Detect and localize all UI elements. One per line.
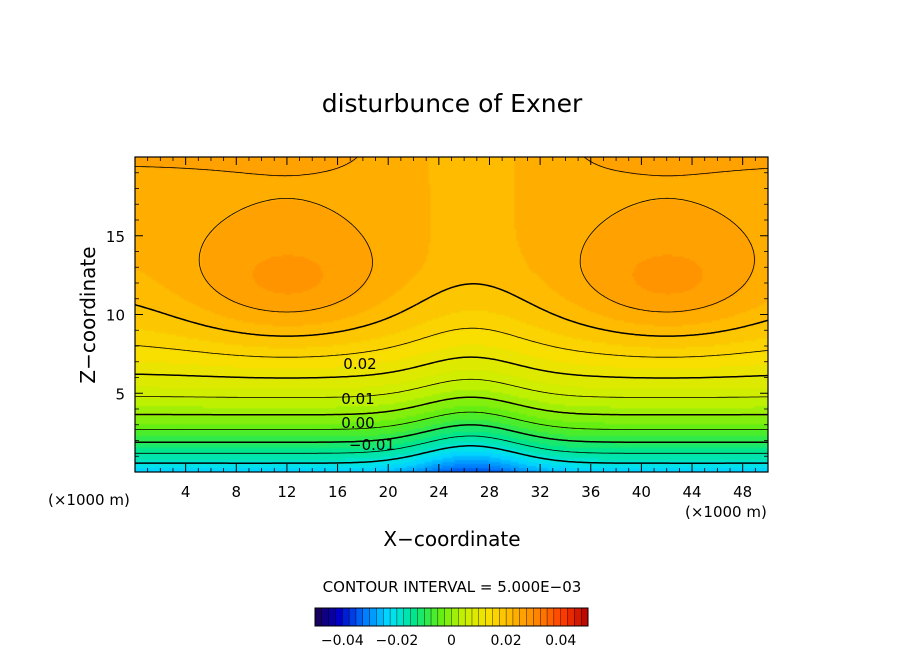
plot-field	[135, 157, 768, 472]
colorbar-cell	[574, 607, 582, 627]
colorbar-tick-label: 0	[447, 633, 456, 649]
colorbar-cell	[410, 607, 418, 627]
contour-line	[135, 435, 768, 454]
contour-label: 0.01	[341, 390, 374, 408]
colorbar-cell	[348, 607, 357, 627]
x-unit-right: (×1000 m)	[685, 503, 767, 521]
colorbar-cell	[492, 607, 500, 627]
colorbar-cell	[519, 607, 528, 627]
x-tick-label: 16	[328, 483, 347, 501]
colorbar-cell	[499, 607, 507, 627]
colorbar-tick-label: −0.04	[321, 633, 364, 649]
colorbar-cell	[553, 607, 562, 627]
contour-line	[135, 378, 768, 398]
contour-interval-text: CONTOUR INTERVAL = 5.000E−03	[323, 578, 582, 596]
colorbar-cell	[430, 607, 439, 627]
x-tick-label: 12	[277, 483, 296, 501]
y-axis-label: Z−coordinate	[76, 246, 100, 383]
heatmap-image	[135, 157, 768, 472]
contour-line	[135, 283, 768, 337]
colorbar-cell	[485, 607, 493, 627]
y-tick-label: 10	[106, 307, 125, 325]
colorbar-cell	[464, 607, 473, 627]
colorbar-cell	[342, 607, 350, 627]
colorbar-tick-label: 0.04	[545, 633, 576, 649]
colorbar-cell	[396, 607, 405, 627]
colorbar-cell	[369, 607, 377, 627]
colorbar-tick-label: 0.02	[491, 633, 522, 649]
colorbar-cell	[444, 607, 452, 627]
colorbar-cell	[335, 607, 343, 627]
colorbar-ticks: −0.04 −0.02 0 0.02 0.04	[321, 633, 577, 649]
colorbar-cell	[376, 607, 384, 627]
contour-lines	[135, 157, 768, 464]
colorbar-cell	[321, 607, 330, 627]
contour-labels: 0.02 0.01 0.00 −0.01	[341, 355, 395, 454]
contour-line	[135, 411, 768, 430]
colorbar-cell	[505, 607, 514, 627]
colorbar-cell	[540, 607, 548, 627]
y-axis-ticks: 5 10 15	[106, 172, 768, 457]
contour-line	[135, 356, 768, 379]
contour-line	[135, 396, 768, 416]
colorbar-cell	[560, 607, 569, 627]
colorbar-cell	[403, 607, 412, 627]
contour-label: 0.00	[341, 414, 374, 432]
x-tick-label: 36	[581, 483, 600, 501]
colorbar-cell	[512, 607, 521, 627]
colorbar-cell	[355, 607, 364, 627]
colorbar-cell	[417, 607, 425, 627]
colorbar-cell	[546, 607, 555, 627]
colorbar-cell	[478, 607, 487, 627]
x-tick-label: 28	[480, 483, 499, 501]
x-tick-label: 48	[733, 483, 752, 501]
colorbar-cell	[362, 607, 371, 627]
x-tick-label: 8	[232, 483, 242, 501]
x-unit-left: (×1000 m)	[48, 491, 130, 509]
colorbar-cell	[580, 607, 589, 627]
x-axis-label: X−coordinate	[383, 527, 520, 551]
x-tick-label: 4	[181, 483, 191, 501]
y-tick-label: 15	[106, 228, 125, 246]
colorbar-cell	[383, 607, 391, 627]
colorbar-cell	[424, 607, 432, 627]
chart-title: disturbunce of Exner	[322, 89, 583, 118]
contour-line	[135, 445, 768, 464]
colorbar-cell	[437, 607, 446, 627]
contour-line	[135, 157, 768, 313]
colorbar-tick-label: −0.02	[375, 633, 418, 649]
y-tick-label: 5	[115, 385, 125, 403]
colorbar-cell	[471, 607, 480, 627]
colorbar	[314, 607, 589, 627]
x-axis-ticks: 4 8 12 16 20 24 28 32 36 40 44 48	[147, 157, 756, 501]
colorbar-cell	[389, 607, 398, 627]
colorbar-cell	[314, 607, 323, 627]
colorbar-cell	[451, 607, 459, 627]
colorbar-frame	[314, 607, 589, 627]
colorbar-cell	[533, 607, 541, 627]
contour-line	[135, 424, 768, 443]
colorbar-cell	[328, 607, 336, 627]
colorbar-cell	[526, 607, 534, 627]
colorbar-cell	[567, 607, 575, 627]
contour-line	[135, 327, 768, 358]
contour-label: −0.01	[349, 436, 395, 454]
x-tick-label: 44	[682, 483, 701, 501]
x-tick-label: 20	[379, 483, 398, 501]
contour-label: 0.02	[343, 355, 376, 373]
x-tick-label: 32	[531, 483, 550, 501]
colorbar-cell	[458, 607, 466, 627]
x-tick-label: 24	[429, 483, 448, 501]
x-tick-label: 40	[632, 483, 651, 501]
